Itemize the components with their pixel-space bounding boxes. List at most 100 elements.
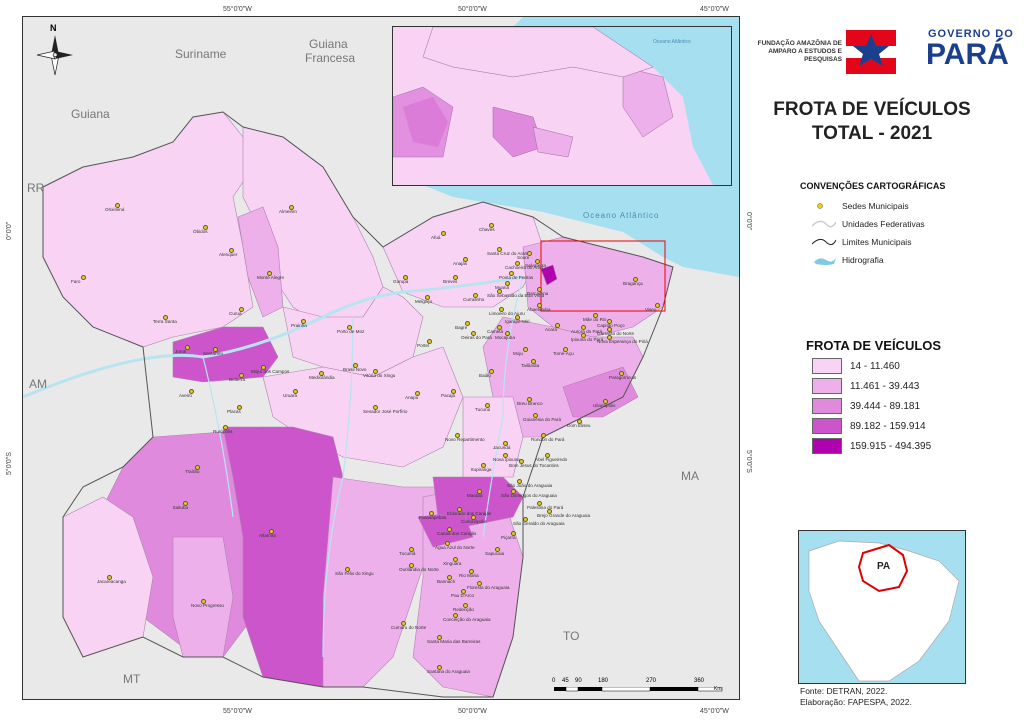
legend-swatch [812,438,842,454]
sede-municipal-icon [581,333,586,338]
sede-municipal-icon [533,413,538,418]
muni-label: Bragança [623,281,643,286]
muni-label: Palestina do Pará [527,505,564,510]
sede-municipal-icon [477,489,482,494]
locator-pa-label: PA [877,561,891,572]
muni-label: Novo Repartimento [445,437,485,442]
muni-label: Dom Eliseu [567,423,591,428]
sede-municipal-icon [373,369,378,374]
legend-row: 14 - 11.460 [812,358,900,374]
muni-label: Cametá [487,329,504,334]
scale-label: 90 [575,678,582,684]
sede-municipal-icon [269,529,274,534]
muni-label: Melgaço [415,299,433,304]
legend-label: 14 - 11.460 [850,360,900,372]
sede-municipal-icon [509,271,514,276]
conv-limites: Limites Municipais [811,236,911,248]
limit-line-icon [811,236,837,248]
conv-hidro: Hidrografia [812,254,884,266]
sede-municipal-icon [499,307,504,312]
muni-label: Nova Esperança do Piriá [597,339,648,344]
muni-label: Moju [513,351,523,356]
sede-municipal-icon [463,603,468,608]
muni-label: Salvaterra [525,263,546,268]
muni-label: Ipixuna do Pará [571,337,604,342]
region-novo-progresso [172,536,234,658]
muni-label: Viseu [645,307,657,312]
muni-label: Chaves [479,227,495,232]
tick-left: 5°0'0"S [6,452,13,475]
muni-label: Afuá [431,235,441,240]
gov-line1: GOVERNO DO [928,28,1014,40]
muni-label: São Sebastião da Boa Vista [487,293,545,298]
muni-label: Santana do Araguaia [427,669,470,674]
muni-label: Santarém [203,351,223,356]
water-icon [812,254,836,266]
conv-uf-label: Unidades Federativas [842,219,925,229]
muni-label: Juruti [175,349,187,354]
sede-municipal-icon [541,433,546,438]
muni-label: Tailândia [521,363,540,368]
region-oriximina [42,111,254,348]
muni-label: São Félix do Xingu [335,571,374,576]
sede-municipal-icon [531,359,536,364]
muni-label: Tucuruí [475,407,491,412]
tick-right: 0°0'0" [745,212,752,231]
conv-hidro-label: Hidrografia [842,255,884,265]
map-title: FROTA DE VEÍCULOS TOTAL - 2021 [762,98,982,146]
muni-label: Itaituba [173,505,189,510]
north-letter: N [50,23,57,33]
sede-municipal-icon [223,425,228,430]
muni-label: Bagre [455,325,468,330]
sede-municipal-icon [319,371,324,376]
label-guiana-francesa-2: Francesa [305,51,356,65]
tick-top: 50°0'0"W [458,6,487,13]
muni-label: Piçarra [501,535,516,540]
muni-label: Breu Branco [517,401,543,406]
sede-municipal-icon [503,441,508,446]
sede-municipal-icon [437,665,442,670]
sede-municipal-icon [473,293,478,298]
para-municipalities [42,111,674,698]
sede-municipal-icon [451,389,456,394]
fapespa-line3: PESQUISAS [804,56,842,63]
sede-municipal-icon [537,287,542,292]
scale-label: 45 [562,678,569,684]
sede-municipal-icon [239,307,244,312]
sede-municipal-icon [519,459,524,464]
sede-municipal-icon [607,327,612,332]
sede-municipal-icon [81,275,86,280]
muni-label: Pacajá [441,393,456,398]
sede-municipal-icon [555,323,560,328]
muni-label: Cumaru do Norte [391,625,427,630]
sede-municipal-icon [301,319,306,324]
muni-label: Rurópolis [213,429,233,434]
sede-municipal-icon [477,581,482,586]
muni-label: Acará [545,327,558,332]
tick-left: 0°0'0" [6,221,13,240]
sede-municipal-icon [447,575,452,580]
scale-bar: 0 45 90 180 270 360 Km [548,678,728,696]
muni-label: Curralinho [463,297,485,302]
ocean-strip [403,177,739,277]
sede-municipal-icon [345,567,350,572]
sede-municipal-icon [213,347,218,352]
region-paragominas [562,366,639,418]
sede-municipal-icon [445,541,450,546]
sede-municipal-icon [115,203,120,208]
muni-label: Uruará [283,393,298,398]
muni-label: Óbidos [193,229,208,234]
muni-label: Placas [227,409,241,414]
inset-extent-box [540,240,666,312]
sede-municipal-icon [465,321,470,326]
sede-municipal-icon [237,405,242,410]
sede-municipal-icon [447,527,452,532]
legend-swatch [812,358,842,374]
region-northeast [522,236,674,338]
muni-label: Novo Progresso [191,603,224,608]
sede-municipal-icon [463,257,468,262]
sede-municipal-icon [195,465,200,470]
muni-label: Sapucaia [485,551,505,556]
river-tapajos [202,356,234,518]
sede-municipal-icon [481,463,486,468]
